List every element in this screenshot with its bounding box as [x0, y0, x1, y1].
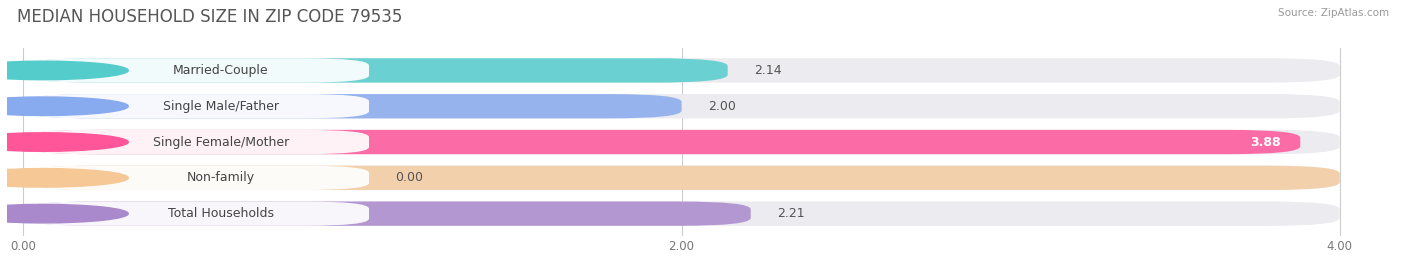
Text: Source: ZipAtlas.com: Source: ZipAtlas.com — [1278, 8, 1389, 18]
FancyBboxPatch shape — [24, 166, 368, 190]
FancyBboxPatch shape — [24, 94, 682, 118]
FancyBboxPatch shape — [24, 202, 368, 226]
Text: Total Households: Total Households — [167, 207, 274, 220]
Text: Single Female/Mother: Single Female/Mother — [153, 136, 290, 148]
Text: 3.88: 3.88 — [1250, 136, 1281, 148]
FancyBboxPatch shape — [24, 130, 1301, 154]
FancyBboxPatch shape — [24, 130, 1340, 154]
Text: 2.21: 2.21 — [778, 207, 804, 220]
FancyBboxPatch shape — [24, 166, 1340, 190]
FancyBboxPatch shape — [24, 58, 368, 83]
FancyBboxPatch shape — [24, 94, 368, 118]
Text: 0.00: 0.00 — [395, 171, 423, 184]
FancyBboxPatch shape — [24, 58, 728, 83]
Text: MEDIAN HOUSEHOLD SIZE IN ZIP CODE 79535: MEDIAN HOUSEHOLD SIZE IN ZIP CODE 79535 — [17, 8, 402, 26]
Text: Single Male/Father: Single Male/Father — [163, 100, 278, 113]
FancyBboxPatch shape — [24, 202, 1340, 226]
Text: Married-Couple: Married-Couple — [173, 64, 269, 77]
Circle shape — [0, 169, 128, 187]
Text: 2.00: 2.00 — [709, 100, 735, 113]
FancyBboxPatch shape — [24, 58, 1340, 83]
FancyBboxPatch shape — [24, 130, 368, 154]
FancyBboxPatch shape — [24, 94, 1340, 118]
Circle shape — [0, 204, 128, 223]
Circle shape — [0, 133, 128, 151]
Circle shape — [0, 97, 128, 116]
FancyBboxPatch shape — [24, 202, 751, 226]
Text: Non-family: Non-family — [187, 171, 254, 184]
Circle shape — [0, 61, 128, 80]
FancyBboxPatch shape — [24, 166, 1340, 190]
Text: 2.14: 2.14 — [754, 64, 782, 77]
